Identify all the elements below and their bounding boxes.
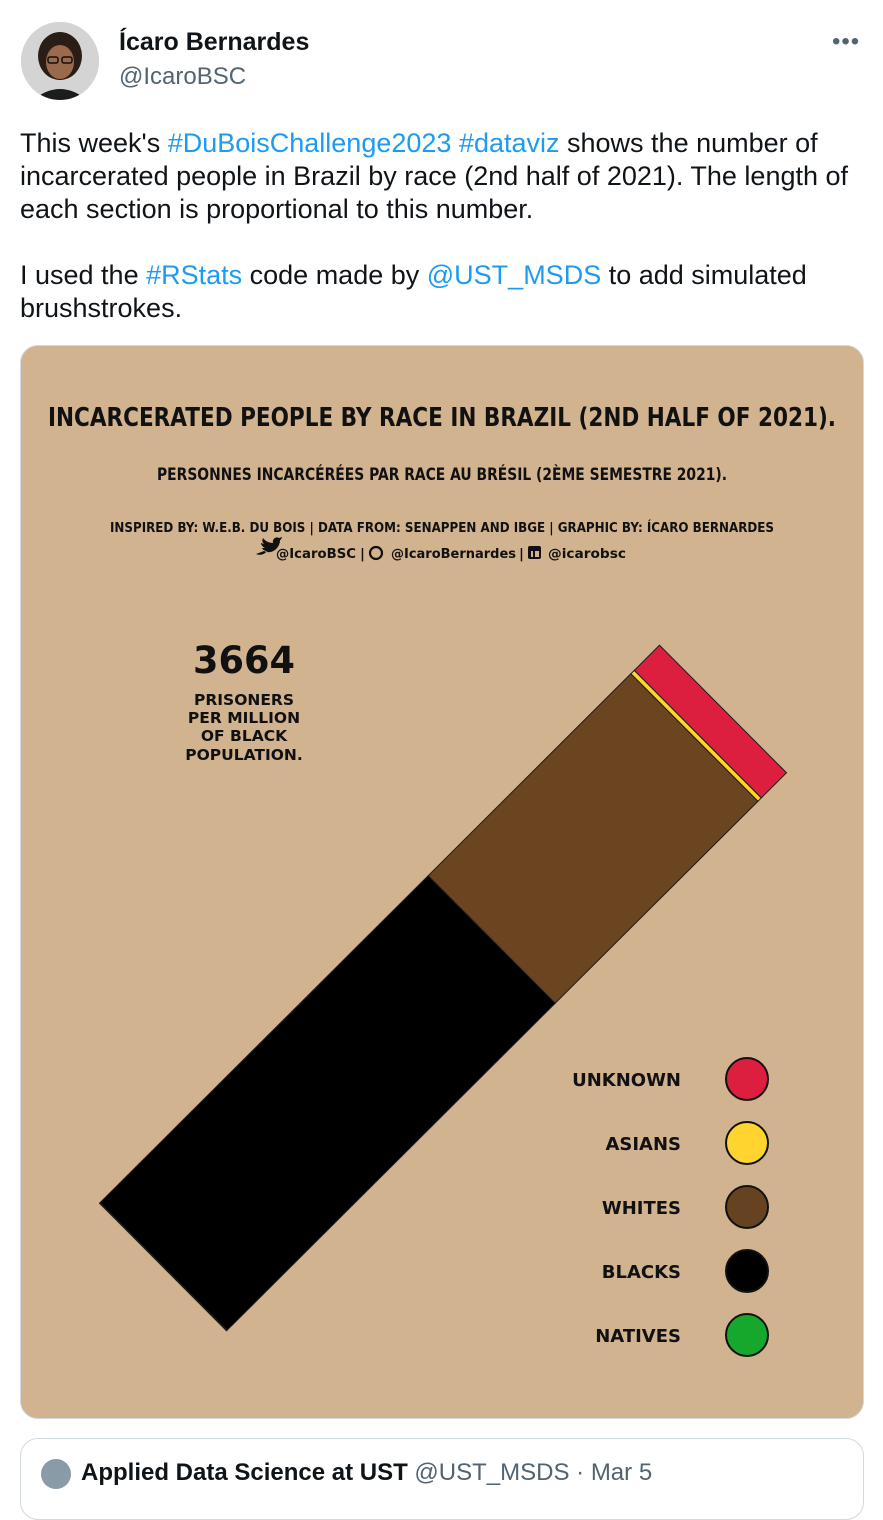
twitter-handle: @IcaroBSC: [276, 546, 356, 562]
infographic-title: INCARCERATED PEOPLE BY RACE IN BRAZIL (2…: [48, 403, 836, 433]
author-name[interactable]: Ícaro Bernardes: [119, 28, 310, 56]
infographic: INCARCERATED PEOPLE BY RACE IN BRAZIL (2…: [21, 346, 863, 1418]
bar-segment-unknown: [633, 644, 788, 799]
quoted-author-avatar: [41, 1459, 71, 1489]
hashtag-link[interactable]: #dataviz: [458, 128, 560, 158]
separator: |: [360, 546, 365, 562]
legend-label-asians: ASIANS: [605, 1134, 681, 1155]
ellipsis-icon[interactable]: •••: [832, 28, 861, 55]
text-run: to add simulated brushstrokes.: [20, 260, 807, 323]
author-avatar[interactable]: [21, 22, 99, 100]
infographic-subtitle: PERSONNES INCARCÉRÉES PAR RACE AU BRÉSIL…: [157, 463, 727, 485]
legend-label-whites: WHITES: [602, 1198, 681, 1219]
stat-caption-line: PER MILLION: [188, 709, 300, 727]
separator: |: [519, 546, 524, 562]
stat-caption-line: POPULATION.: [185, 746, 303, 764]
infographic-credits: INSPIRED BY: W.E.B. DU BOIS | DATA FROM:…: [110, 519, 774, 536]
hashtag-link[interactable]: #DuBoisChallenge2023: [167, 128, 452, 158]
hashtag-link[interactable]: #RStats: [146, 260, 243, 290]
stat-caption-line: PRISONERS: [194, 691, 294, 709]
text-run: shows the number of incarcerated people …: [20, 128, 849, 224]
quoted-author-meta: @UST_MSDS · Mar 5: [407, 1459, 653, 1486]
legend-label-unknown: UNKNOWN: [572, 1070, 681, 1091]
legend-swatch-unknown: [725, 1057, 769, 1101]
text-run: code made by: [242, 260, 427, 290]
legend-swatch-whites: [725, 1185, 769, 1229]
legend-label-blacks: BLACKS: [602, 1262, 681, 1283]
quoted-tweet[interactable]: Applied Data Science at UST @UST_MSDS · …: [20, 1438, 864, 1520]
legend-label-natives: NATIVES: [595, 1326, 681, 1347]
text-run: [451, 128, 459, 158]
author-handle[interactable]: @IcaroBSC: [119, 63, 247, 90]
legend-swatch-blacks: [725, 1249, 769, 1293]
tweet-text: This week's #DuBoisChallenge2023 #datavi…: [20, 127, 870, 325]
stacked-diagonal-bar: [98, 644, 788, 1332]
tweet-media-image[interactable]: INCARCERATED PEOPLE BY RACE IN BRAZIL (2…: [20, 345, 864, 1419]
tweet-paragraph-2: I used the #RStats code made by @UST_MSD…: [20, 259, 870, 325]
text-run: This week's: [20, 128, 168, 158]
github-handle: @IcaroBernardes: [391, 546, 516, 562]
tweet-paragraph-1: This week's #DuBoisChallenge2023 #datavi…: [20, 127, 870, 226]
github-icon: [368, 545, 384, 561]
stat-caption: PRISONERS PER MILLION OF BLACK POPULATIO…: [185, 691, 303, 764]
stat-caption-line: OF BLACK: [201, 727, 288, 745]
legend-swatch-natives: [725, 1313, 769, 1357]
quoted-author-name: Applied Data Science at UST: [81, 1459, 408, 1486]
linkedin-icon: [528, 546, 541, 559]
stat-value: 3664: [193, 639, 295, 682]
legend: UNKNOWN ASIANS WHITES BLACKS NATIVES: [572, 1057, 769, 1357]
twitter-icon: [256, 537, 282, 555]
linkedin-handle: @icarobsc: [548, 546, 626, 562]
text-run: I used the: [20, 260, 147, 290]
quoted-author: Applied Data Science at UST @UST_MSDS · …: [81, 1459, 652, 1487]
social-row: @IcaroBSC | @IcaroBernardes | @icarobsc: [256, 537, 626, 562]
legend-swatch-asians: [725, 1121, 769, 1165]
mention-link[interactable]: @UST_MSDS: [426, 260, 602, 290]
